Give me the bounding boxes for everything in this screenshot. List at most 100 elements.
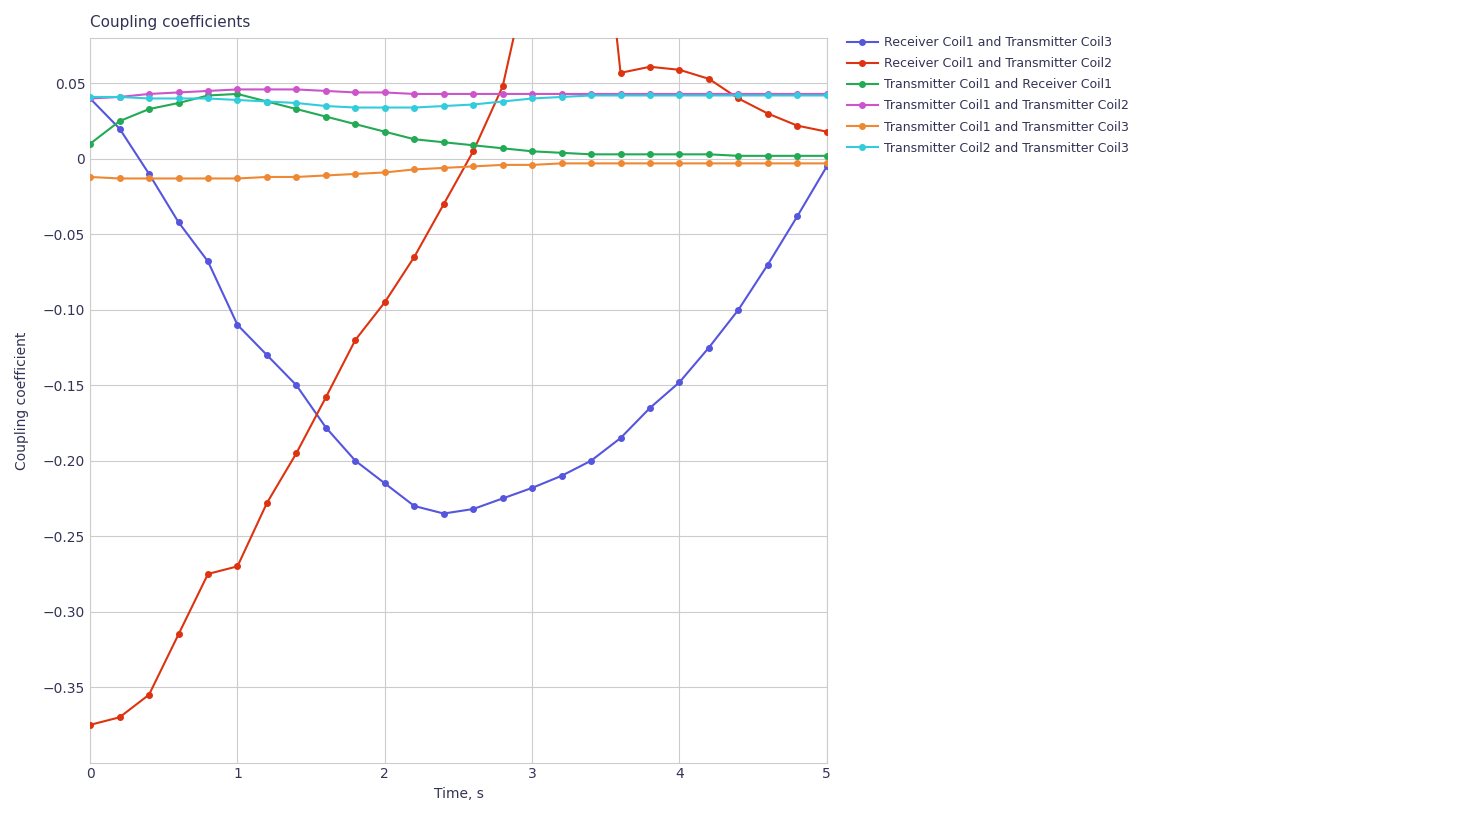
Receiver Coil1 and Transmitter Coil3 — [670, 377, 688, 387]
Transmitter Coil1 and Transmitter Coil2 — [759, 89, 777, 99]
Receiver Coil1 and Transmitter Coil2 — [789, 121, 807, 131]
Receiver Coil1 and Transmitter Coil2 — [465, 146, 482, 156]
Receiver Coil1 and Transmitter Coil2 — [376, 297, 394, 307]
Transmitter Coil2 and Transmitter Coil3 — [228, 95, 246, 105]
Transmitter Coil1 and Transmitter Coil2 — [582, 89, 599, 99]
Transmitter Coil1 and Transmitter Coil3 — [700, 158, 718, 168]
Receiver Coil1 and Transmitter Coil3 — [141, 169, 158, 179]
Transmitter Coil1 and Transmitter Coil2 — [111, 92, 129, 102]
Receiver Coil1 and Transmitter Coil3 — [524, 483, 542, 493]
Line: Transmitter Coil1 and Transmitter Coil2: Transmitter Coil1 and Transmitter Coil2 — [87, 86, 830, 101]
Transmitter Coil1 and Receiver Coil1 — [81, 139, 99, 149]
Receiver Coil1 and Transmitter Coil3 — [287, 380, 305, 390]
Transmitter Coil1 and Receiver Coil1 — [317, 112, 334, 122]
Receiver Coil1 and Transmitter Coil2 — [170, 629, 188, 639]
Line: Transmitter Coil1 and Receiver Coil1: Transmitter Coil1 and Receiver Coil1 — [87, 91, 830, 158]
Receiver Coil1 and Transmitter Coil2 — [494, 82, 512, 91]
Transmitter Coil1 and Transmitter Coil3 — [552, 158, 570, 168]
Receiver Coil1 and Transmitter Coil3 — [317, 423, 334, 432]
Transmitter Coil1 and Receiver Coil1 — [818, 151, 836, 161]
Transmitter Coil1 and Receiver Coil1 — [730, 151, 747, 161]
Transmitter Coil1 and Receiver Coil1 — [376, 126, 394, 136]
Receiver Coil1 and Transmitter Coil3 — [346, 456, 364, 466]
Transmitter Coil2 and Transmitter Coil3 — [200, 94, 218, 104]
Transmitter Coil1 and Receiver Coil1 — [582, 149, 599, 159]
Transmitter Coil2 and Transmitter Coil3 — [730, 91, 747, 100]
Transmitter Coil1 and Transmitter Coil3 — [317, 171, 334, 180]
Receiver Coil1 and Transmitter Coil3 — [730, 305, 747, 315]
Transmitter Coil1 and Transmitter Coil3 — [170, 174, 188, 184]
Transmitter Coil1 and Transmitter Coil2 — [670, 89, 688, 99]
Receiver Coil1 and Transmitter Coil3 — [200, 256, 218, 266]
Text: Coupling coefficients: Coupling coefficients — [90, 15, 250, 30]
Transmitter Coil1 and Transmitter Coil2 — [141, 89, 158, 99]
Transmitter Coil2 and Transmitter Coil3 — [641, 91, 659, 100]
Legend: Receiver Coil1 and Transmitter Coil3, Receiver Coil1 and Transmitter Coil2, Tran: Receiver Coil1 and Transmitter Coil3, Re… — [841, 30, 1135, 161]
Transmitter Coil1 and Transmitter Coil3 — [287, 172, 305, 182]
Transmitter Coil1 and Transmitter Coil2 — [287, 85, 305, 95]
Transmitter Coil2 and Transmitter Coil3 — [700, 91, 718, 100]
Transmitter Coil1 and Transmitter Coil3 — [524, 160, 542, 170]
Transmitter Coil2 and Transmitter Coil3 — [346, 103, 364, 113]
Receiver Coil1 and Transmitter Coil3 — [406, 501, 423, 511]
Receiver Coil1 and Transmitter Coil3 — [376, 478, 394, 488]
Transmitter Coil1 and Transmitter Coil2 — [317, 86, 334, 95]
Receiver Coil1 and Transmitter Coil3 — [228, 320, 246, 330]
Receiver Coil1 and Transmitter Coil2 — [406, 252, 423, 262]
Line: Transmitter Coil1 and Transmitter Coil3: Transmitter Coil1 and Transmitter Coil3 — [87, 161, 830, 181]
Line: Receiver Coil1 and Transmitter Coil3: Receiver Coil1 and Transmitter Coil3 — [87, 95, 830, 517]
Receiver Coil1 and Transmitter Coil3 — [611, 433, 629, 443]
Transmitter Coil1 and Transmitter Coil3 — [435, 163, 453, 173]
Transmitter Coil1 and Transmitter Coil3 — [200, 174, 218, 184]
Transmitter Coil1 and Receiver Coil1 — [111, 116, 129, 126]
Receiver Coil1 and Transmitter Coil2 — [346, 335, 364, 345]
Transmitter Coil1 and Transmitter Coil3 — [641, 158, 659, 168]
Transmitter Coil2 and Transmitter Coil3 — [111, 92, 129, 102]
Transmitter Coil2 and Transmitter Coil3 — [818, 91, 836, 100]
Receiver Coil1 and Transmitter Coil2 — [759, 109, 777, 118]
Transmitter Coil1 and Transmitter Coil2 — [228, 85, 246, 95]
Transmitter Coil1 and Receiver Coil1 — [524, 146, 542, 156]
Receiver Coil1 and Transmitter Coil3 — [465, 504, 482, 514]
Transmitter Coil1 and Receiver Coil1 — [258, 96, 275, 106]
X-axis label: Time, s: Time, s — [434, 787, 484, 801]
Transmitter Coil1 and Transmitter Coil3 — [228, 174, 246, 184]
Transmitter Coil1 and Transmitter Coil3 — [346, 169, 364, 179]
Transmitter Coil1 and Receiver Coil1 — [170, 98, 188, 108]
Transmitter Coil2 and Transmitter Coil3 — [406, 103, 423, 113]
Transmitter Coil1 and Receiver Coil1 — [700, 149, 718, 159]
Receiver Coil1 and Transmitter Coil3 — [818, 162, 836, 171]
Transmitter Coil2 and Transmitter Coil3 — [759, 91, 777, 100]
Transmitter Coil1 and Receiver Coil1 — [465, 140, 482, 150]
Transmitter Coil1 and Transmitter Coil2 — [818, 89, 836, 99]
Receiver Coil1 and Transmitter Coil3 — [552, 471, 570, 481]
Transmitter Coil1 and Transmitter Coil2 — [524, 89, 542, 99]
Transmitter Coil1 and Transmitter Coil3 — [818, 158, 836, 168]
Transmitter Coil1 and Transmitter Coil3 — [730, 158, 747, 168]
Transmitter Coil2 and Transmitter Coil3 — [141, 94, 158, 104]
Line: Receiver Coil1 and Transmitter Coil2: Receiver Coil1 and Transmitter Coil2 — [87, 0, 830, 728]
Receiver Coil1 and Transmitter Coil2 — [141, 690, 158, 699]
Transmitter Coil2 and Transmitter Coil3 — [552, 92, 570, 102]
Transmitter Coil1 and Transmitter Coil3 — [582, 158, 599, 168]
Transmitter Coil2 and Transmitter Coil3 — [465, 100, 482, 109]
Receiver Coil1 and Transmitter Coil2 — [818, 126, 836, 136]
Transmitter Coil1 and Transmitter Coil2 — [258, 85, 275, 95]
Transmitter Coil1 and Transmitter Coil2 — [81, 94, 99, 104]
Transmitter Coil1 and Receiver Coil1 — [670, 149, 688, 159]
Transmitter Coil1 and Receiver Coil1 — [287, 104, 305, 114]
Transmitter Coil1 and Transmitter Coil2 — [641, 89, 659, 99]
Transmitter Coil1 and Transmitter Coil2 — [376, 87, 394, 97]
Transmitter Coil1 and Transmitter Coil2 — [406, 89, 423, 99]
Transmitter Coil2 and Transmitter Coil3 — [287, 98, 305, 108]
Transmitter Coil1 and Transmitter Coil3 — [141, 174, 158, 184]
Transmitter Coil2 and Transmitter Coil3 — [524, 94, 542, 104]
Transmitter Coil1 and Receiver Coil1 — [435, 137, 453, 147]
Transmitter Coil2 and Transmitter Coil3 — [494, 96, 512, 106]
Transmitter Coil1 and Transmitter Coil3 — [759, 158, 777, 168]
Transmitter Coil1 and Transmitter Coil3 — [406, 165, 423, 175]
Transmitter Coil2 and Transmitter Coil3 — [670, 91, 688, 100]
Receiver Coil1 and Transmitter Coil3 — [170, 217, 188, 227]
Line: Transmitter Coil2 and Transmitter Coil3: Transmitter Coil2 and Transmitter Coil3 — [87, 93, 830, 110]
Receiver Coil1 and Transmitter Coil3 — [494, 494, 512, 503]
